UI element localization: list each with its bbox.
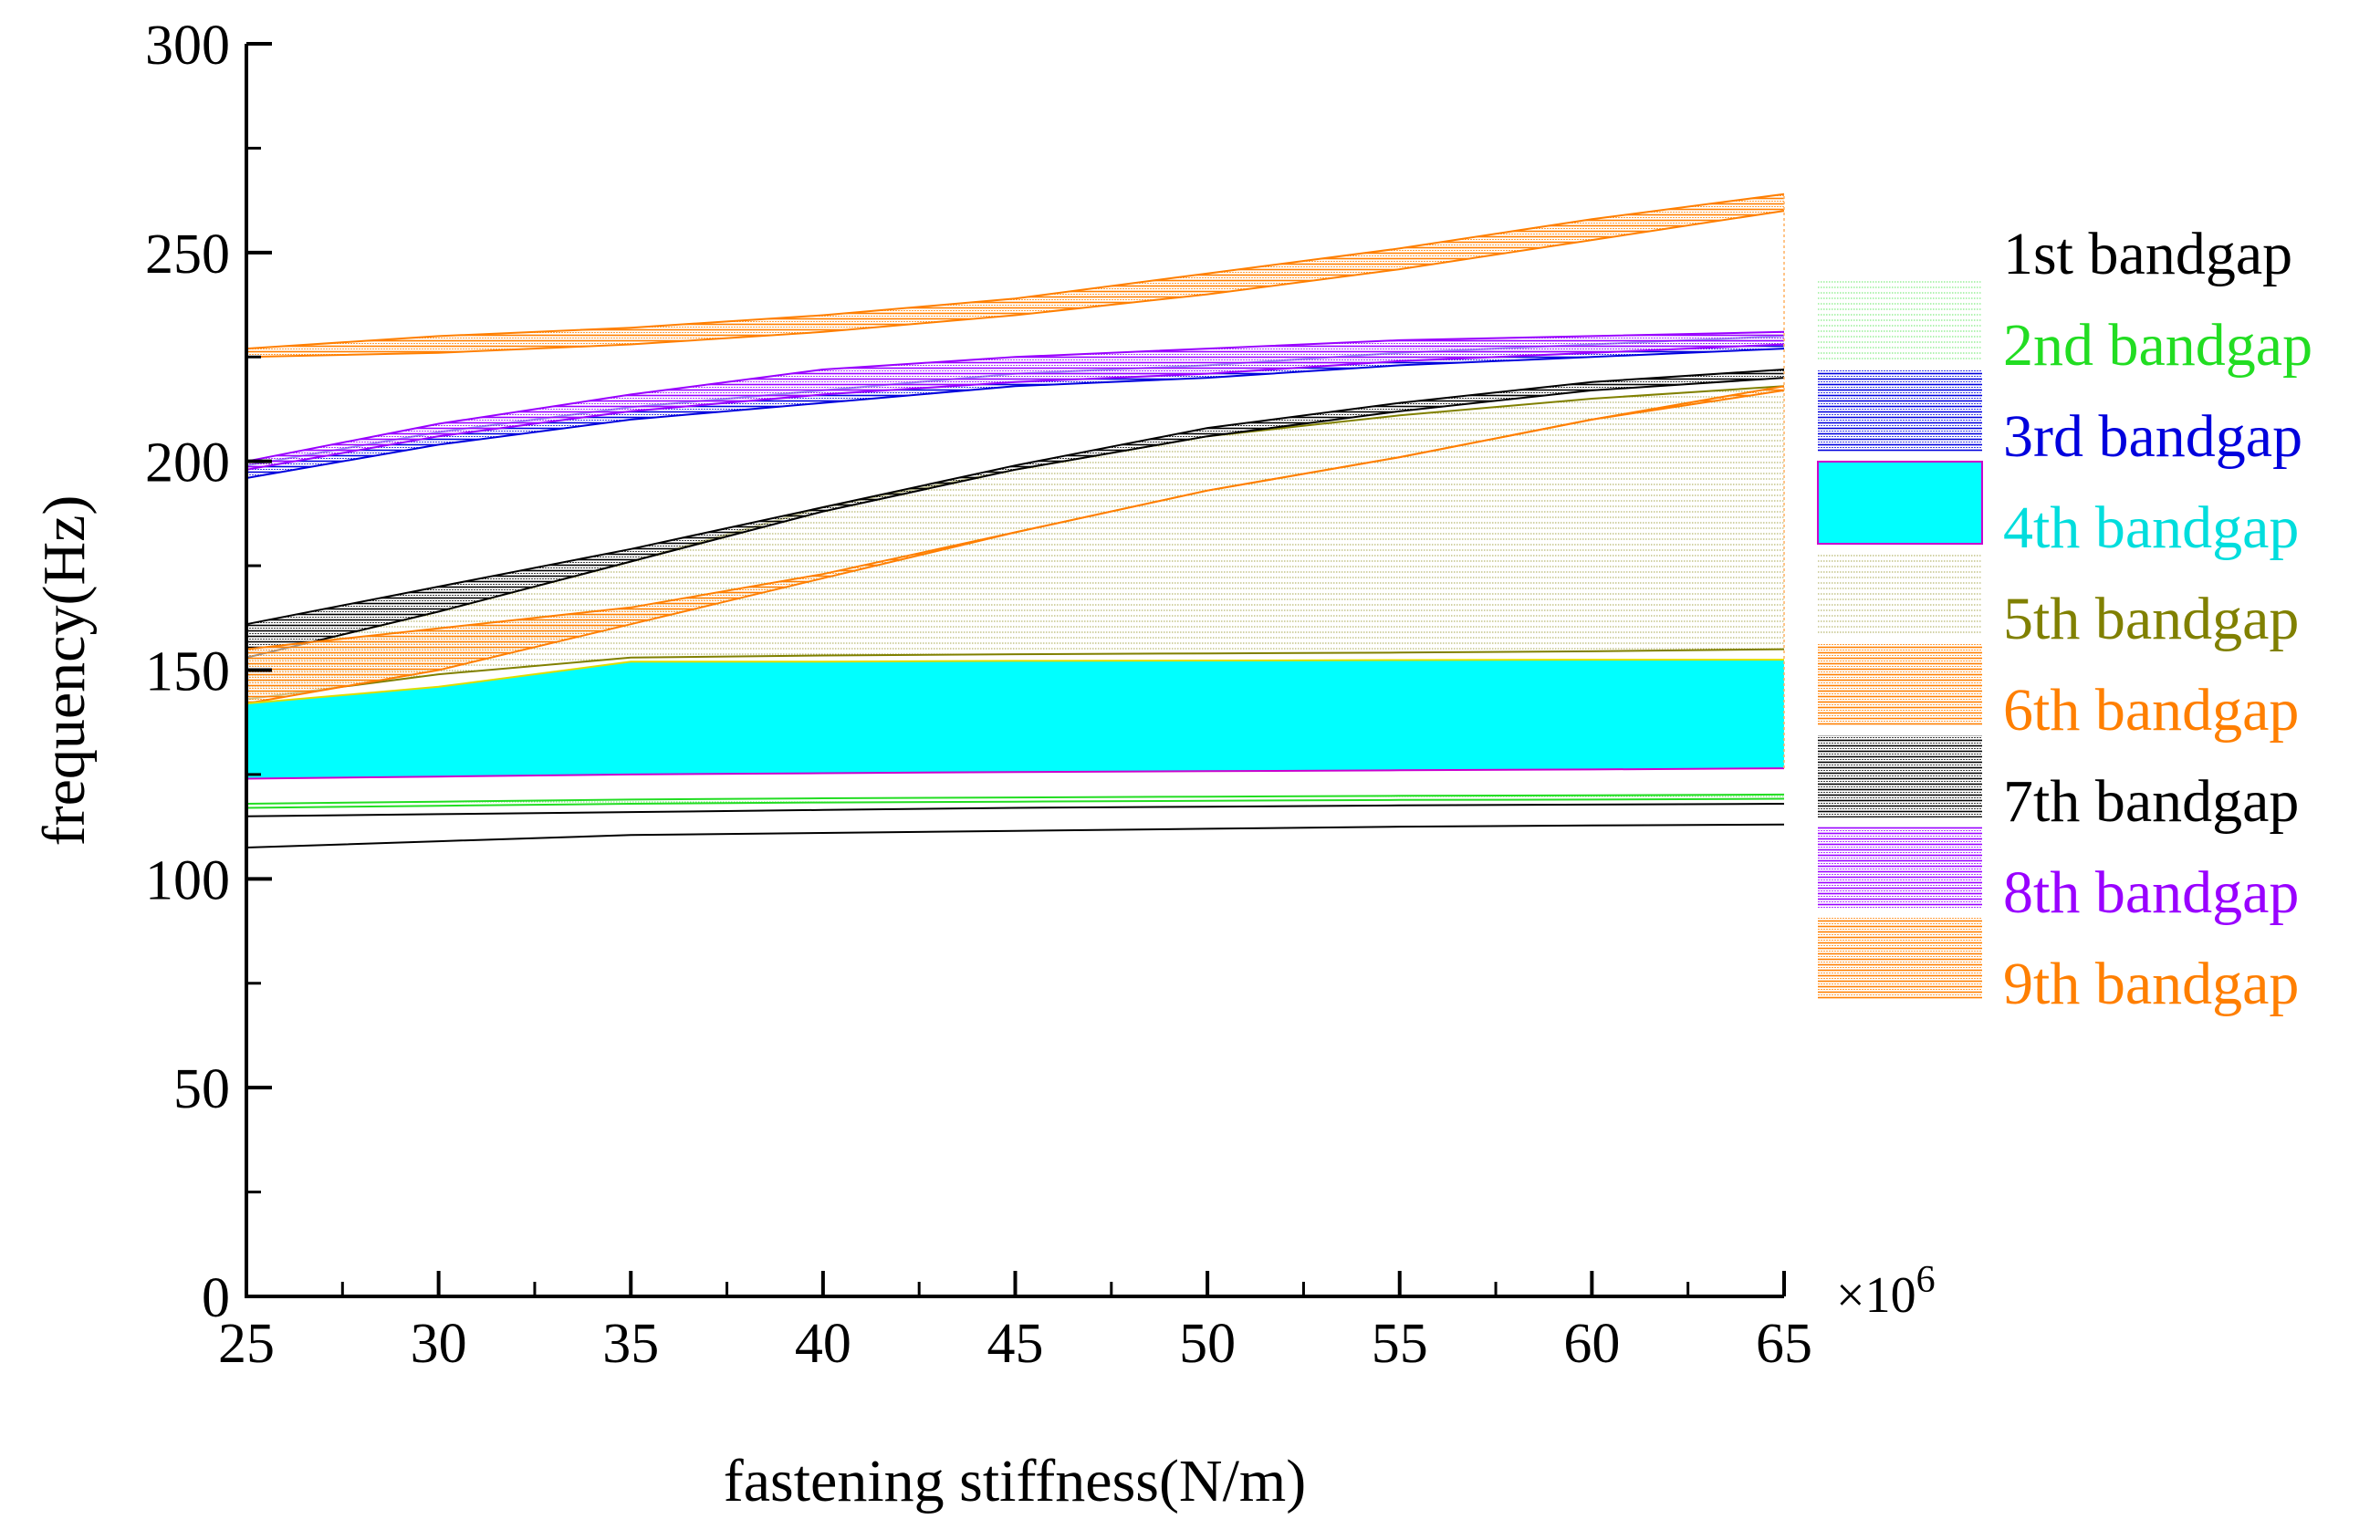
legend-label: 9th bandgap [2003,951,2299,1017]
legend-label: 5th bandgap [2003,586,2299,652]
band-lower-line-8th-bandgap [245,343,1785,471]
y-tick-label: 250 [145,224,230,286]
y-tick-label: 300 [145,15,230,77]
legend: 1st bandgap 2nd bandgap 3rd bandgap 4th ban… [1817,221,2312,1017]
x-tick-label: 45 [987,1313,1044,1375]
legend-label: 8th bandgap [2003,859,2299,926]
band-lower-line-2nd-bandgap [245,797,1785,809]
band-4th-bandgap [246,660,1784,779]
band-upper-line-2nd-bandgap [245,793,1785,805]
x-axis-title: fastening stiffness(N/m) [724,1448,1307,1514]
legend-swatch [1818,279,1982,361]
x-tick-label: 50 [1179,1313,1236,1375]
legend-label: 2nd bandgap [2003,312,2312,379]
y-tick-label: 0 [202,1267,230,1329]
band-upper-line-7th-bandgap [245,369,1785,626]
band-upper-line-1st-bandgap [245,803,1785,817]
y-tick-label: 100 [145,849,230,911]
band-lower-line-9th-bandgap [245,210,1785,359]
x-tick-label: 30 [411,1313,467,1375]
x-tick-label: 55 [1372,1313,1428,1375]
band-upper-line-4th-bandgap [245,659,1784,705]
ticks: 0 50 100 150 200 250 300 25 30 35 40 45 50 55 60 65 [145,15,1812,1375]
band-8th-bandgap [246,331,1784,470]
y-tick-label: 150 [145,641,230,703]
band-upper-line-8th-bandgap [245,330,1785,463]
x-tick-label: 35 [602,1313,659,1375]
x-tick-label: 65 [1756,1313,1812,1375]
legend-label: 3rd bandgap [2003,403,2302,470]
band-upper-line-9th-bandgap [245,192,1785,350]
band-lower-line-5th-bandgap [245,648,1785,701]
x-tick-label: 25 [218,1313,275,1375]
band-lower-line-6th-bandgap [245,389,1785,705]
y-axis-title: frequency(Hz) [31,495,98,847]
y-tick-label: 200 [145,432,230,494]
legend-label: 7th bandgap [2003,768,2299,835]
legend-swatch [1818,644,1982,726]
legend-swatch [1818,827,1982,909]
legend-label: 6th bandgap [2003,677,2299,744]
legend-label: 1st bandgap [2003,221,2292,287]
x-multiplier-base: ×10 [1836,1267,1916,1324]
band-lower-line-3rd-bandgap [245,348,1785,479]
x-multiplier-label: ×106 [1836,1259,1936,1324]
legend-swatch [1818,370,1982,453]
band-lower-line-1st-bandgap [245,823,1785,848]
y-tick-label: 50 [173,1058,230,1120]
series-layer [245,192,1785,848]
legend-swatch [1818,735,1982,817]
legend-swatch [1818,918,1982,1000]
legend-swatch [1818,553,1982,635]
legend-swatch [1817,461,1983,545]
band-lower-line-4th-bandgap [245,767,1785,780]
band-lower-line-7th-bandgap [245,377,1785,659]
band-9th-bandgap [246,193,1784,358]
x-tick-label: 40 [795,1313,851,1375]
x-multiplier-exponent: 6 [1916,1259,1936,1301]
x-tick-label: 60 [1563,1313,1620,1375]
legend-label: 4th bandgap [2003,494,2299,561]
